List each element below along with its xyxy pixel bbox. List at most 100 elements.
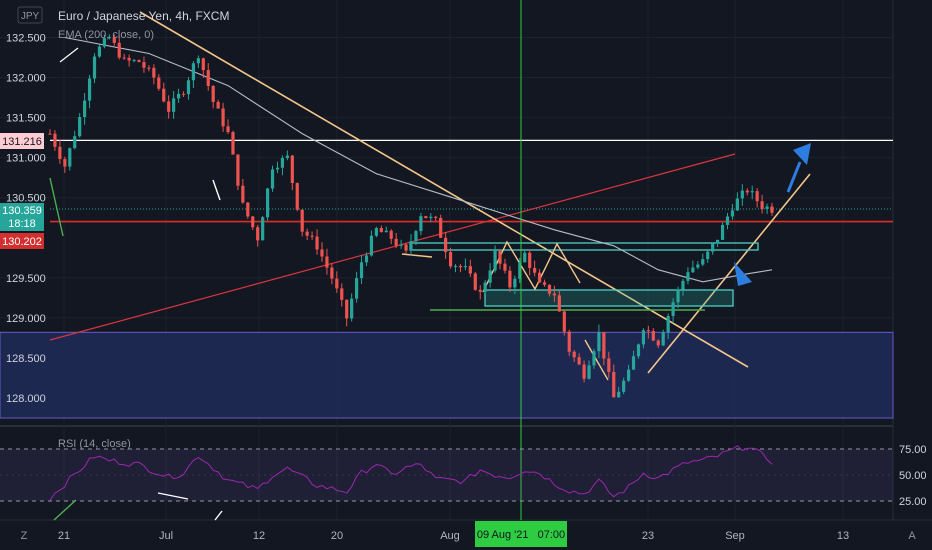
- candle-body: [256, 227, 260, 241]
- candle-body: [622, 380, 626, 392]
- candle-body: [335, 278, 339, 289]
- candle-body: [676, 289, 680, 303]
- candle-body: [740, 190, 744, 199]
- rsi-legend[interactable]: RSI (14, close): [58, 438, 131, 450]
- candle-body: [711, 243, 715, 252]
- red-rising-trendline[interactable]: [49, 153, 736, 341]
- candle-body: [577, 357, 581, 365]
- candle-body: [617, 391, 621, 398]
- candle-body: [384, 230, 388, 233]
- candle-body: [241, 185, 245, 203]
- rsi-white-mark-2: [214, 510, 223, 521]
- candle-body: [701, 259, 705, 265]
- candle-body: [651, 330, 655, 341]
- price-tick-label: 128.000: [6, 393, 46, 405]
- symbol-badge[interactable]: [17, 6, 43, 24]
- candle-body: [439, 217, 443, 238]
- candle-body: [162, 88, 166, 102]
- candle-body: [181, 93, 186, 95]
- candle-body: [216, 101, 220, 109]
- candle-body: [280, 158, 285, 168]
- rising-trendline[interactable]: [647, 173, 811, 374]
- candle-body: [498, 251, 502, 264]
- candle-body: [483, 282, 487, 292]
- ema-legend[interactable]: EMA (200, close, 0): [58, 29, 154, 41]
- candle-body: [152, 67, 156, 78]
- candle-body: [58, 146, 62, 160]
- time-tick-label: 21: [58, 530, 70, 542]
- small-trend-mark-1: [584, 339, 609, 381]
- candle-body: [533, 267, 537, 273]
- candle-body: [661, 332, 665, 346]
- auto-scale-button[interactable]: A: [908, 530, 916, 542]
- candle-body: [246, 202, 250, 217]
- falling-trendline[interactable]: [139, 11, 749, 368]
- time-tick-label: 12: [253, 530, 265, 542]
- candle-body: [117, 42, 121, 58]
- candle-body: [706, 251, 710, 260]
- resistance-badge-label: 131.216: [2, 136, 42, 148]
- candle-body: [325, 256, 329, 268]
- time-axis[interactable]: [0, 520, 932, 550]
- candle-body: [359, 262, 364, 279]
- candle-body: [750, 191, 754, 193]
- rsi-tick-label: 50.00: [899, 470, 927, 482]
- candle-body: [394, 238, 398, 246]
- candle-body: [582, 364, 586, 379]
- candle-body: [641, 330, 646, 345]
- up-arrow-icon: [786, 143, 811, 193]
- candle-body: [300, 209, 304, 232]
- candle-body: [562, 311, 566, 332]
- candle-body: [686, 272, 690, 281]
- timezone-button[interactable]: Z: [21, 530, 28, 542]
- price-tick-label: 132.000: [6, 73, 46, 85]
- candle-body: [656, 340, 660, 346]
- candle-body: [270, 169, 275, 189]
- candle-body: [167, 101, 171, 112]
- crosshair-date-badge: [475, 521, 567, 547]
- support-badge-label: 130.202: [2, 236, 42, 248]
- rsi-pane[interactable]: [0, 428, 893, 520]
- candle-body: [48, 133, 52, 135]
- candle-body: [448, 252, 453, 267]
- candle-body: [226, 126, 230, 133]
- candle-body: [63, 159, 67, 167]
- price-tick-label: 131.500: [6, 113, 46, 125]
- rsi-tick-label: 25.00: [899, 496, 927, 508]
- demand-zone: [0, 331, 894, 419]
- time-tick-label: 13: [837, 530, 849, 542]
- candle-body: [265, 188, 270, 218]
- candle-body: [92, 56, 97, 79]
- consolidation-box-lower[interactable]: [484, 289, 734, 307]
- candle-body: [87, 78, 92, 101]
- candle-body: [626, 369, 631, 381]
- candle-body: [122, 57, 126, 59]
- candle-body: [444, 237, 448, 253]
- candle-body: [557, 295, 561, 312]
- candle-body: [716, 239, 720, 244]
- candle-body: [760, 201, 764, 209]
- price-axis[interactable]: [893, 0, 932, 520]
- time-tick-label: Sep: [725, 530, 745, 542]
- green-mark-left: [49, 177, 64, 237]
- candle-body: [518, 262, 522, 279]
- candle-body: [458, 265, 463, 268]
- candle-body: [755, 191, 759, 202]
- candle-body: [478, 289, 482, 292]
- resistance-badge: [0, 133, 44, 149]
- rsi-line: [49, 445, 773, 501]
- candle-body: [310, 235, 314, 237]
- candle-body: [409, 241, 413, 251]
- time-tick-label: 20: [331, 530, 343, 542]
- candle-body: [572, 351, 576, 358]
- candle-body: [720, 224, 725, 240]
- pointer-arrow-icon: [734, 262, 752, 286]
- time-axis-ticks: 21 Jul 12 20 Aug 23 Sep 13: [58, 530, 849, 542]
- candle-body: [612, 371, 616, 398]
- crosshair-date-label: 09 Aug '21 07:00: [477, 529, 565, 541]
- candle-body: [127, 57, 131, 61]
- time-tick-label: Aug: [440, 530, 460, 542]
- price-tick-label: 129.500: [6, 273, 46, 285]
- candle-body: [537, 272, 542, 283]
